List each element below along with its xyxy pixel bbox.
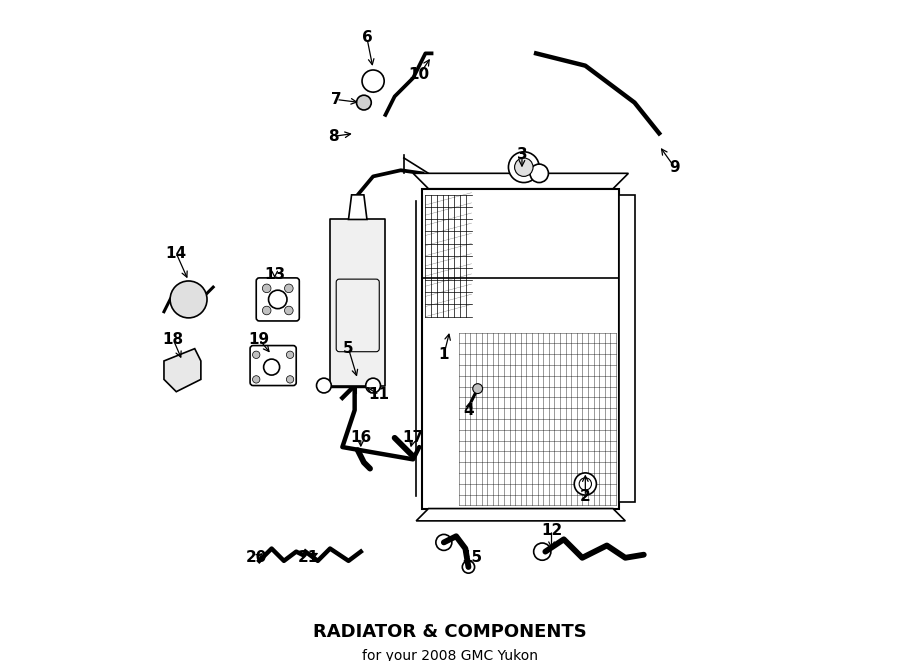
Text: for your 2008 GMC Yukon: for your 2008 GMC Yukon	[362, 649, 538, 661]
Circle shape	[286, 351, 293, 358]
Text: 3: 3	[517, 147, 527, 163]
Circle shape	[170, 281, 207, 318]
Polygon shape	[416, 508, 626, 521]
Text: 4: 4	[464, 403, 473, 418]
Text: 10: 10	[409, 67, 430, 83]
Circle shape	[356, 95, 372, 110]
Circle shape	[263, 284, 271, 293]
Circle shape	[365, 378, 381, 393]
Circle shape	[253, 375, 260, 383]
Text: 18: 18	[163, 332, 184, 347]
Polygon shape	[619, 195, 634, 502]
Circle shape	[508, 152, 539, 182]
Circle shape	[284, 284, 293, 293]
Circle shape	[472, 383, 482, 393]
Polygon shape	[413, 173, 628, 188]
Text: 8: 8	[328, 129, 338, 144]
Text: 21: 21	[298, 550, 320, 565]
Polygon shape	[348, 195, 367, 219]
Text: 15: 15	[461, 550, 482, 565]
Circle shape	[574, 473, 597, 495]
Text: 2: 2	[580, 488, 590, 504]
Polygon shape	[164, 348, 201, 392]
Text: 13: 13	[264, 267, 285, 282]
Circle shape	[286, 375, 293, 383]
Circle shape	[530, 164, 548, 182]
Circle shape	[253, 351, 260, 358]
Text: 20: 20	[246, 550, 267, 565]
Text: 1: 1	[438, 347, 449, 362]
Polygon shape	[330, 219, 385, 385]
FancyBboxPatch shape	[256, 278, 300, 321]
Text: 6: 6	[362, 30, 373, 46]
Circle shape	[263, 306, 271, 315]
Circle shape	[362, 70, 384, 92]
Text: 16: 16	[350, 430, 372, 446]
Text: 9: 9	[670, 160, 680, 175]
Text: 14: 14	[166, 246, 187, 261]
Text: 12: 12	[541, 523, 562, 537]
Text: 7: 7	[331, 92, 341, 107]
Text: 5: 5	[343, 341, 354, 356]
Text: 11: 11	[369, 387, 390, 403]
Text: RADIATOR & COMPONENTS: RADIATOR & COMPONENTS	[313, 623, 587, 641]
Circle shape	[515, 158, 533, 176]
FancyBboxPatch shape	[250, 346, 296, 385]
Circle shape	[284, 306, 293, 315]
Text: 17: 17	[402, 430, 424, 446]
Circle shape	[317, 378, 331, 393]
Text: 19: 19	[248, 332, 270, 347]
